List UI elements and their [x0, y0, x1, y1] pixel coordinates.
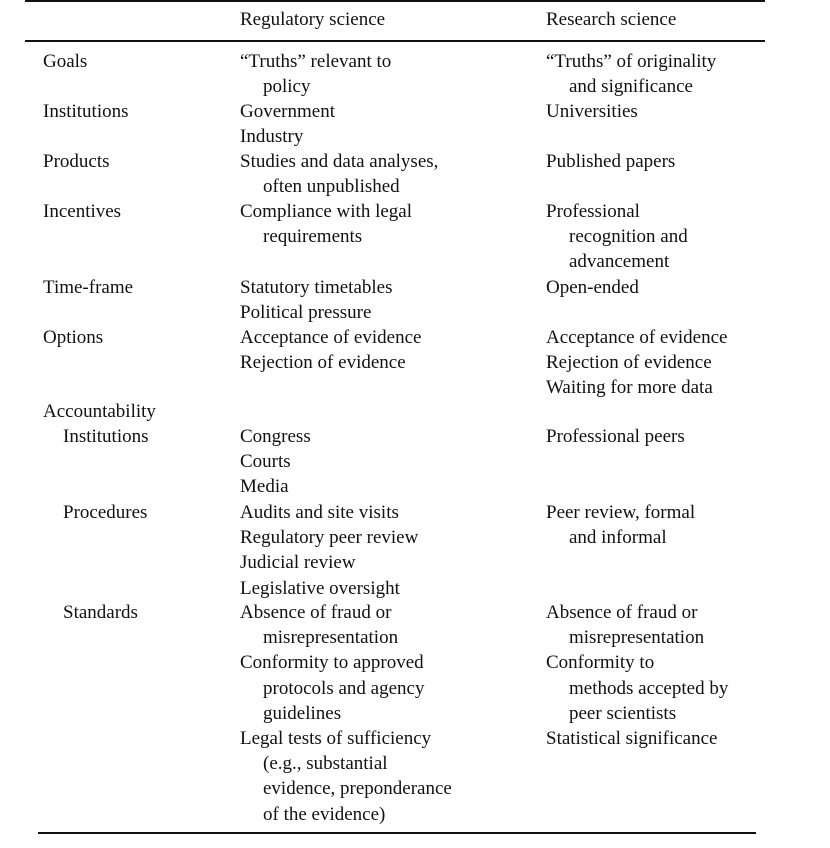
research-cell-line: Published papers	[546, 151, 676, 172]
research-cell-line: “Truths” of originality	[546, 51, 717, 72]
research-cell-line: Acceptance of evidence	[546, 327, 728, 348]
header-rule	[25, 40, 765, 42]
regulatory-cell-line: Acceptance of evidence	[240, 327, 422, 348]
header-regulatory-science: Regulatory science	[240, 9, 386, 30]
row-label: Options	[43, 327, 104, 348]
row-label: Time-frame	[43, 277, 134, 298]
regulatory-cell-line: “Truths” relevant to	[240, 51, 392, 72]
bottom-rule	[38, 832, 756, 834]
header-research-science: Research science	[546, 9, 677, 30]
regulatory-cell-line: (e.g., substantial	[263, 753, 388, 775]
research-cell-line: peer scientists	[569, 702, 677, 724]
regulatory-cell-line: of the evidence)	[263, 803, 386, 825]
regulatory-cell-line: Government	[240, 101, 335, 122]
regulatory-cell-line: policy	[263, 76, 311, 98]
regulatory-cell-line: Political pressure	[240, 302, 372, 324]
research-cell-line: methods accepted by	[569, 677, 729, 699]
row-label: Accountability	[43, 401, 156, 422]
regulatory-cell-line: Compliance with legal	[240, 201, 413, 222]
regulatory-cell-line: Legal tests of sufficiency	[240, 728, 432, 749]
row-label: Procedures	[63, 502, 148, 523]
regulatory-cell-line: Audits and site visits	[240, 502, 399, 523]
research-cell-line: Open-ended	[546, 277, 639, 298]
research-cell-line: Conformity to	[546, 652, 655, 674]
research-cell-line: recognition and	[569, 226, 688, 248]
regulatory-cell-line: requirements	[263, 226, 363, 248]
regulatory-cell-line: evidence, preponderance	[263, 778, 452, 800]
research-cell-line: Absence of fraud or	[546, 602, 698, 623]
row-label: Incentives	[43, 201, 122, 222]
research-cell-line: Statistical significance	[546, 728, 718, 749]
regulatory-cell-line: misrepresentation	[263, 627, 399, 649]
regulatory-cell-line: Regulatory peer review	[240, 527, 419, 549]
regulatory-cell-line: Industry	[240, 126, 304, 148]
research-cell-line: Professional peers	[546, 426, 685, 447]
row-label: Institutions	[63, 426, 149, 447]
regulatory-cell-line: Media	[240, 476, 289, 498]
regulatory-cell-line: Congress	[240, 426, 311, 447]
regulatory-cell-line: Studies and data analyses,	[240, 151, 439, 172]
row-label: Products	[43, 151, 110, 172]
regulatory-cell-line: Judicial review	[240, 552, 356, 574]
regulatory-cell-line: often unpublished	[263, 176, 400, 198]
top-rule	[25, 0, 765, 2]
regulatory-cell-line: Courts	[240, 451, 291, 473]
regulatory-cell-line: Legislative oversight	[240, 577, 400, 599]
research-cell-line: misrepresentation	[569, 627, 705, 649]
research-cell-line: and significance	[569, 76, 693, 98]
regulatory-cell-line: Statutory timetables	[240, 277, 393, 298]
row-label: Goals	[43, 51, 88, 72]
research-cell-line: Universities	[546, 101, 638, 122]
regulatory-cell-line: Rejection of evidence	[240, 352, 406, 374]
regulatory-cell-line: guidelines	[263, 702, 342, 724]
row-label: Standards	[63, 602, 138, 623]
research-cell-line: advancement	[569, 251, 670, 273]
row-label: Institutions	[43, 101, 129, 122]
regulatory-cell-line: protocols and agency	[263, 677, 425, 699]
regulatory-cell-line: Absence of fraud or	[240, 602, 392, 623]
research-cell-line: Professional	[546, 201, 640, 222]
regulatory-cell-line: Conformity to approved	[240, 652, 424, 674]
research-cell-line: Peer review, formal	[546, 502, 696, 523]
research-cell-line: Rejection of evidence	[546, 352, 712, 374]
research-cell-line: and informal	[569, 527, 667, 549]
research-cell-line: Waiting for more data	[546, 377, 713, 399]
